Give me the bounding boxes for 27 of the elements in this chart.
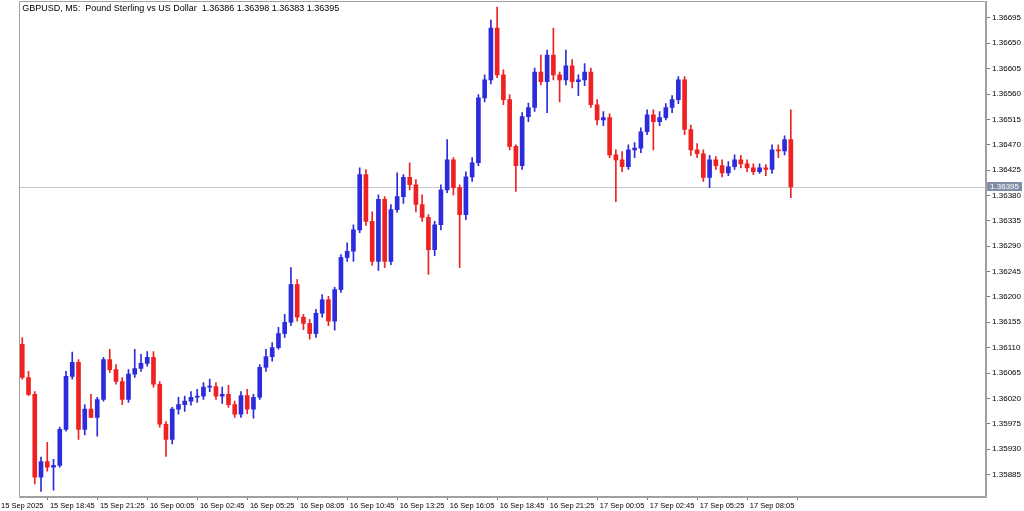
y-tick-label: 1.36335 (992, 216, 1022, 226)
y-tick-label: 1.36470 (992, 139, 1022, 149)
y-tick-label: 1.36020 (992, 393, 1022, 403)
y-tick-label: 1.36110 (992, 342, 1021, 352)
y-tick-label: 1.36245 (992, 266, 1022, 276)
y-tick-label: 1.36425 (992, 165, 1022, 175)
y-tick-label: 1.36695 (992, 13, 1022, 23)
y-tick-label: 1.35885 (992, 469, 1022, 479)
ref-line-label: 1.36395 (990, 181, 1020, 191)
y-tick-label: 1.36650 (992, 38, 1022, 48)
candlestick (763, 164, 769, 177)
y-tick-label: 1.36290 (992, 241, 1022, 251)
y-tick-label: 1.36155 (992, 317, 1022, 327)
y-tick-label: 1.36380 (992, 190, 1022, 200)
y-tick-label: 1.36560 (992, 89, 1022, 99)
y-tick-label: 1.35930 (992, 444, 1022, 454)
candlestick (132, 349, 138, 378)
candlestick (775, 144, 781, 159)
y-tick-label: 1.36515 (992, 114, 1022, 124)
chart-title: GBPUSD, M5: Pound Sterling vs US Dollar 1.36386 1.36398 1.36383 1.36395 (22, 3, 340, 14)
candlestick (219, 386, 225, 404)
y-tick-label: 1.36605 (992, 63, 1022, 73)
y-tick-label: 1.36200 (992, 292, 1022, 302)
y-tick-label: 1.36065 (992, 368, 1022, 378)
candlestick (44, 442, 50, 472)
candlestick (194, 389, 200, 403)
y-tick-label: 1.35975 (992, 418, 1022, 428)
